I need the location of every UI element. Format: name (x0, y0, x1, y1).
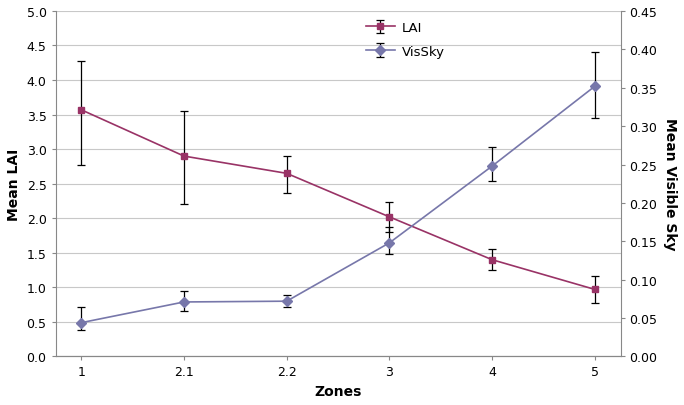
Legend: LAI, VisSky: LAI, VisSky (366, 22, 445, 58)
Y-axis label: Mean LAI: Mean LAI (7, 148, 21, 220)
X-axis label: Zones: Zones (315, 384, 362, 398)
Y-axis label: Mean Visible Sky: Mean Visible Sky (663, 118, 677, 250)
